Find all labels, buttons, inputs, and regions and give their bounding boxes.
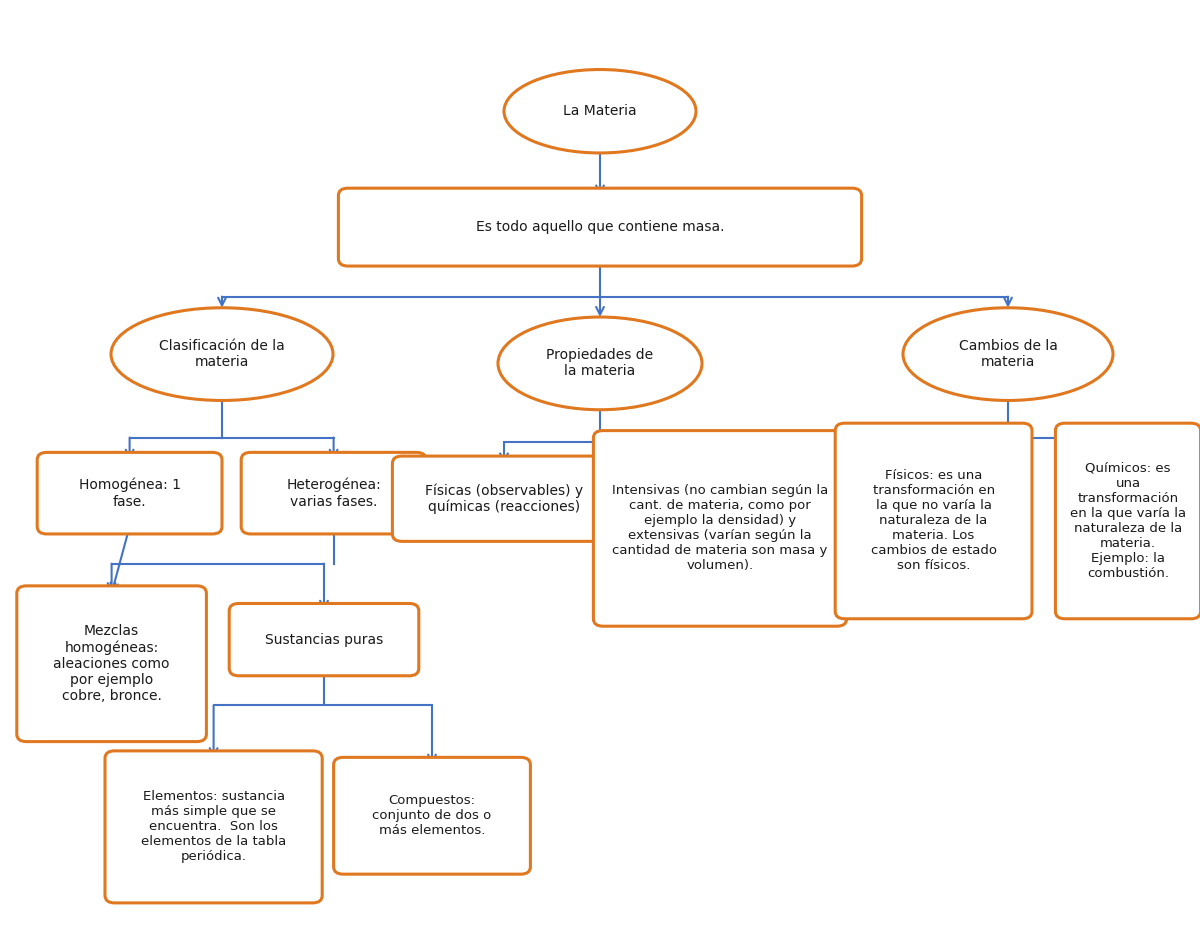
FancyBboxPatch shape [835, 423, 1032, 619]
Text: Heterogénea:
varias fases.: Heterogénea: varias fases. [287, 477, 380, 509]
Text: Sustancias puras: Sustancias puras [265, 632, 383, 647]
Text: Intensivas (no cambian según la
cant. de materia, como por
ejemplo la densidad) : Intensivas (no cambian según la cant. de… [612, 485, 828, 572]
FancyBboxPatch shape [334, 757, 530, 874]
Text: Elementos: sustancia
más simple que se
encuentra.  Son los
elementos de la tabla: Elementos: sustancia más simple que se e… [140, 791, 287, 863]
Text: Es todo aquello que contiene masa.: Es todo aquello que contiene masa. [475, 220, 725, 235]
FancyBboxPatch shape [241, 452, 426, 534]
Text: Químicos: es
una
transformación
en la que varía la
naturaleza de la
materia.
Eje: Químicos: es una transformación en la qu… [1070, 462, 1186, 580]
FancyBboxPatch shape [37, 452, 222, 534]
Text: Mezclas
homogéneas:
aleaciones como
por ejemplo
cobre, bronce.: Mezclas homogéneas: aleaciones como por … [53, 624, 170, 704]
Text: Homogénea: 1
fase.: Homogénea: 1 fase. [79, 477, 180, 509]
FancyBboxPatch shape [593, 430, 847, 627]
FancyBboxPatch shape [338, 188, 862, 266]
Text: Físicos: es una
transformación en
la que no varía la
naturaleza de la
materia. L: Físicos: es una transformación en la que… [871, 469, 997, 573]
Ellipse shape [504, 70, 696, 153]
FancyBboxPatch shape [392, 456, 616, 541]
FancyBboxPatch shape [106, 751, 322, 903]
Text: Propiedades de
la materia: Propiedades de la materia [546, 349, 654, 378]
Text: Clasificación de la
materia: Clasificación de la materia [160, 339, 284, 369]
Ellipse shape [112, 308, 334, 400]
FancyBboxPatch shape [17, 586, 206, 742]
FancyBboxPatch shape [229, 603, 419, 676]
Ellipse shape [498, 317, 702, 410]
Ellipse shape [904, 308, 1114, 400]
Text: Físicas (observables) y
químicas (reacciones): Físicas (observables) y químicas (reacci… [425, 483, 583, 514]
Text: La Materia: La Materia [563, 104, 637, 119]
Text: Compuestos:
conjunto de dos o
más elementos.: Compuestos: conjunto de dos o más elemen… [372, 794, 492, 837]
FancyBboxPatch shape [1056, 423, 1200, 619]
Text: Cambios de la
materia: Cambios de la materia [959, 339, 1057, 369]
